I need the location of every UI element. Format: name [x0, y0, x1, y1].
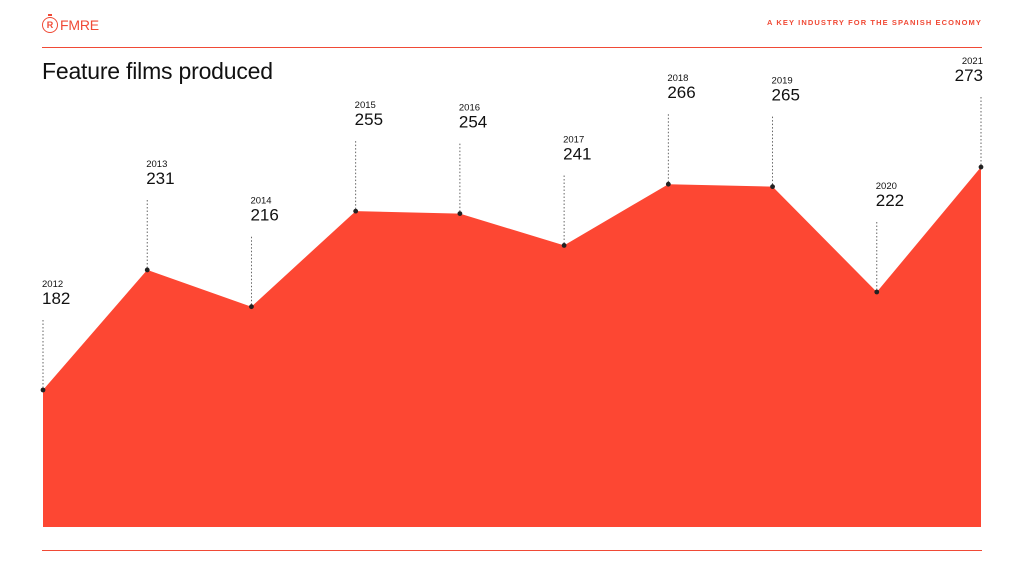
- year-label: 2017: [563, 134, 584, 145]
- year-label: 2016: [459, 103, 480, 114]
- header-tagline: A KEY INDUSTRY FOR THE SPANISH ECONOMY: [766, 18, 982, 27]
- data-point: [144, 267, 150, 273]
- value-label: 255: [355, 110, 383, 129]
- value-label: 266: [667, 83, 695, 102]
- footer-divider: [42, 550, 982, 551]
- value-label: 216: [250, 206, 278, 225]
- value-label: 182: [42, 289, 70, 308]
- year-label: 2018: [667, 73, 688, 84]
- logo-mark-icon: R: [42, 14, 58, 33]
- data-point: [457, 211, 463, 217]
- year-label: 2019: [772, 76, 793, 87]
- logo: R FMRE: [42, 14, 99, 36]
- year-label: 2021: [962, 56, 983, 67]
- chart-title: Feature films produced: [42, 58, 273, 84]
- data-point: [665, 181, 671, 187]
- year-label: 2020: [876, 181, 897, 192]
- year-label: 2013: [146, 159, 167, 170]
- year-label: 2014: [250, 196, 271, 207]
- value-label: 254: [459, 113, 487, 132]
- data-point: [770, 184, 775, 190]
- data-point: [561, 243, 567, 248]
- data-point: [978, 164, 984, 170]
- header-divider: [42, 47, 982, 48]
- data-point: [40, 387, 46, 393]
- logo-text: FMRE: [60, 17, 99, 33]
- value-label: 273: [955, 66, 983, 85]
- series-area: [43, 167, 981, 527]
- year-label: 2015: [355, 100, 376, 111]
- value-label: 231: [146, 169, 174, 188]
- value-label: 241: [563, 144, 591, 163]
- data-point: [249, 304, 254, 310]
- year-label: 2012: [42, 279, 63, 290]
- data-point: [353, 208, 359, 214]
- data-point: [874, 289, 880, 295]
- value-label: 222: [876, 191, 904, 210]
- value-label: 265: [772, 86, 800, 105]
